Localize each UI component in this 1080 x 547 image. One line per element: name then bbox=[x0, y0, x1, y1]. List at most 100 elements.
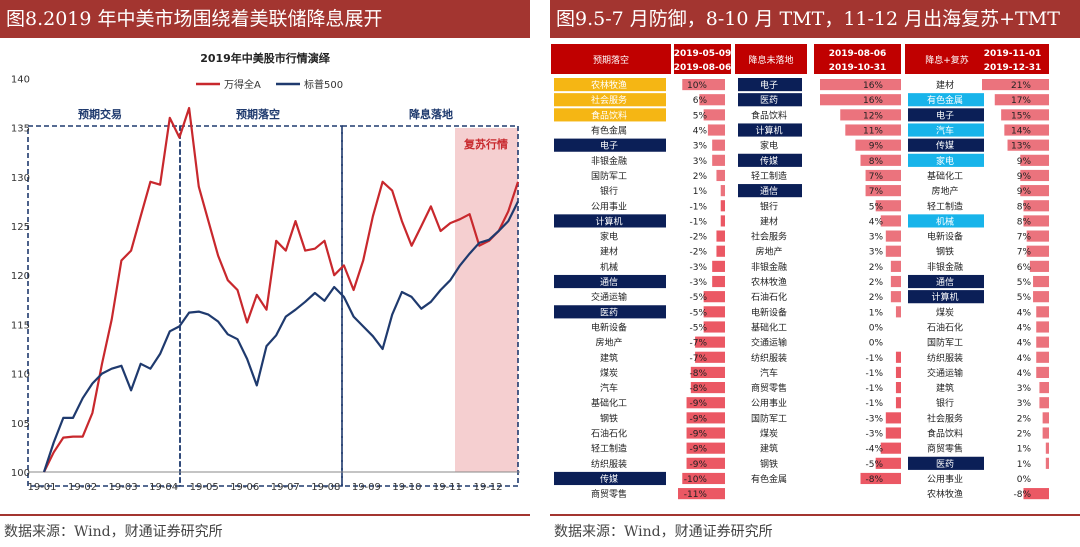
value-label: -3% bbox=[689, 278, 707, 288]
period-end: 2019-08-06 bbox=[674, 63, 732, 73]
value-label: 15% bbox=[1011, 111, 1031, 121]
value-bar bbox=[1020, 169, 1049, 182]
value-label: 5% bbox=[1017, 278, 1032, 288]
x-tick-label: 19-11 bbox=[433, 482, 462, 493]
sector-name: 有色金属 bbox=[751, 473, 787, 485]
value-bar bbox=[703, 321, 725, 333]
value-bar bbox=[890, 260, 901, 272]
value-label: 4% bbox=[869, 217, 884, 227]
value-bar bbox=[720, 215, 725, 227]
series-line bbox=[43, 106, 520, 473]
value-label: 9% bbox=[1017, 157, 1032, 167]
region-box bbox=[341, 125, 519, 487]
value-label: 5% bbox=[869, 202, 884, 212]
value-bar bbox=[895, 382, 901, 394]
value-label: 4% bbox=[1017, 308, 1032, 318]
right-source-note: 数据来源：Wind，财通证券研究所 bbox=[554, 524, 773, 540]
value-bar bbox=[686, 442, 725, 454]
value-bar bbox=[690, 366, 725, 378]
x-tick-label: 19-07 bbox=[271, 482, 300, 493]
value-label: 6% bbox=[693, 96, 708, 106]
value-label: -3% bbox=[689, 263, 707, 273]
region-label: 预期落空 bbox=[236, 107, 280, 121]
value-label: -5% bbox=[865, 460, 883, 470]
value-label: -8% bbox=[689, 384, 707, 394]
chart-title: 2019年中美股市行情演绎 bbox=[200, 51, 331, 65]
sector-name: 社会服务 bbox=[751, 231, 787, 243]
sector-highlight bbox=[738, 184, 802, 198]
sector-name: 家电 bbox=[936, 155, 954, 167]
sector-name: 电子 bbox=[760, 79, 778, 91]
value-label: 3% bbox=[1017, 384, 1032, 394]
sector-name: 建筑 bbox=[936, 382, 954, 394]
sector-name: 传媒 bbox=[600, 473, 618, 485]
value-label: -9% bbox=[689, 414, 707, 424]
value-label: -8% bbox=[1013, 490, 1031, 500]
sector-highlight bbox=[554, 93, 666, 107]
value-label: 4% bbox=[1017, 339, 1032, 349]
sector-highlight bbox=[554, 78, 666, 92]
period-end: 2019-10-31 bbox=[829, 63, 887, 73]
sector-name: 非银金融 bbox=[751, 261, 787, 273]
value-label: 13% bbox=[1011, 142, 1031, 152]
value-bar bbox=[712, 260, 725, 272]
value-label: 1% bbox=[693, 187, 708, 197]
sector-name: 医药 bbox=[936, 459, 954, 470]
sector-name: 轻工制造 bbox=[927, 200, 963, 212]
column-header-cell bbox=[551, 44, 671, 74]
sector-name: 钢铁 bbox=[936, 246, 954, 258]
value-label: 1% bbox=[869, 308, 884, 318]
y-tick-label: 130 bbox=[11, 173, 30, 184]
value-bar bbox=[690, 382, 725, 394]
value-bar bbox=[1020, 185, 1049, 197]
sector-name: 煤炭 bbox=[760, 428, 778, 440]
sector-name: 石油石化 bbox=[927, 321, 963, 333]
value-label: 4% bbox=[1017, 354, 1032, 364]
period-end: 2019-12-31 bbox=[984, 63, 1042, 73]
sector-name: 有色金属 bbox=[591, 125, 627, 137]
value-label: 5% bbox=[1017, 293, 1032, 303]
value-label: 11% bbox=[863, 127, 883, 137]
value-label: 4% bbox=[1017, 369, 1032, 379]
value-bar bbox=[712, 139, 725, 151]
left-panel-title: 图8.2019 年中美市场围绕着美联储降息展开 bbox=[0, 0, 530, 38]
sector-name: 电新设备 bbox=[751, 306, 787, 318]
value-label: 4% bbox=[693, 127, 708, 137]
value-label: 7% bbox=[1017, 233, 1032, 243]
value-label: 2% bbox=[693, 172, 708, 182]
value-bar bbox=[860, 472, 901, 485]
sector-name: 煤炭 bbox=[936, 306, 954, 318]
series-line bbox=[42, 201, 519, 473]
sector-name: 农林牧渔 bbox=[591, 79, 627, 91]
value-label: 2% bbox=[869, 293, 884, 303]
value-label: -7% bbox=[689, 339, 707, 349]
sector-name: 机械 bbox=[600, 261, 618, 273]
value-label: 3% bbox=[869, 248, 884, 258]
sector-highlight bbox=[908, 274, 984, 289]
sector-highlight bbox=[738, 153, 802, 167]
column-header: 降息未落地 bbox=[748, 54, 793, 66]
sector-name: 食品饮料 bbox=[591, 109, 627, 121]
value-bar bbox=[686, 412, 725, 424]
value-bar bbox=[703, 291, 725, 303]
value-bar bbox=[695, 351, 725, 363]
sector-name: 食品饮料 bbox=[751, 109, 787, 121]
value-label: 16% bbox=[863, 96, 883, 106]
sector-highlight bbox=[554, 274, 666, 289]
value-bar bbox=[695, 336, 725, 348]
sector-name: 交通运输 bbox=[751, 337, 787, 349]
sector-name: 商贸零售 bbox=[927, 443, 963, 455]
value-label: -9% bbox=[689, 445, 707, 455]
value-label: -7% bbox=[689, 354, 707, 364]
column-header-cell bbox=[905, 44, 989, 74]
value-label: 7% bbox=[869, 172, 884, 182]
sector-name: 基础化工 bbox=[591, 397, 627, 409]
sector-name: 房地产 bbox=[755, 246, 782, 258]
sector-name: 石油石化 bbox=[591, 428, 627, 440]
value-bar bbox=[865, 169, 901, 182]
left-source-note: 数据来源：Wind，财通证券研究所 bbox=[4, 524, 223, 540]
sector-name: 社会服务 bbox=[591, 94, 627, 106]
sector-name: 汽车 bbox=[936, 125, 954, 137]
period-header-cell bbox=[976, 44, 1049, 74]
